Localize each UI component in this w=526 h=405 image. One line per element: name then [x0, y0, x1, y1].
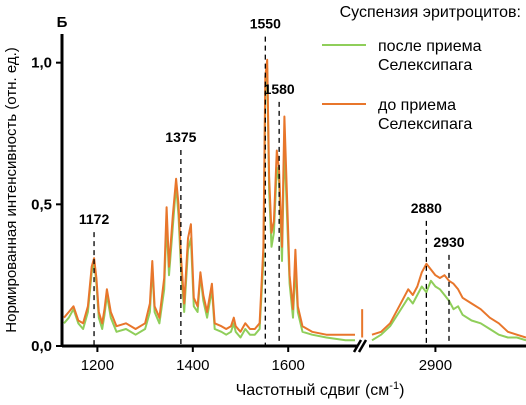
x-axis-label-text: Частотный сдвиг (см: [236, 382, 390, 399]
series-line-before: [63, 58, 355, 336]
peak-label: 2880: [411, 200, 442, 216]
x-axis-label-close: ): [399, 382, 404, 399]
axis-break-mark: [357, 339, 368, 353]
peak-label: 1375: [165, 129, 196, 145]
y-tick-label: 0,5: [31, 196, 52, 213]
panel-label: Б: [57, 14, 68, 31]
axis-break-mark: [352, 339, 363, 353]
y-axis-label: Нормированная интенсивность (отн. ед.): [3, 47, 20, 332]
legend-title: Суспензия эритроцитов:: [340, 4, 521, 21]
series-line-before: [371, 262, 526, 339]
x-tick-label: 1600: [272, 357, 305, 374]
legend-label-line: Селексипага: [378, 57, 472, 74]
legend-label-line: Селексипага: [378, 116, 472, 133]
peak-label: 1550: [250, 16, 281, 32]
x-axis-label: Частотный сдвиг (см-1): [236, 380, 405, 399]
legend-label-line: до приема: [378, 97, 456, 114]
peak-label: 2930: [433, 234, 464, 250]
plot-area: 0,0 0,5 1,0 1200 1400 1600 2900 1172 1375 1550 158…: [31, 16, 526, 374]
series-line-after: [371, 279, 526, 342]
legend-label-line: после приема: [378, 38, 482, 55]
x-tick-label: 1200: [81, 357, 114, 374]
peak-label: 1172: [79, 211, 110, 227]
x-tick-label: 2900: [419, 357, 452, 374]
legend-label-after: после приема Селексипага: [378, 38, 482, 74]
legend: Суспензия эритроцитов: после приема Селек…: [322, 4, 521, 133]
x-tick-label: 1400: [176, 357, 209, 374]
y-tick-label: 1,0: [31, 55, 52, 72]
legend-label-before: до приема Селексипага: [378, 97, 472, 133]
y-axis-label-group: Нормированная интенсивность (отн. ед.): [3, 47, 20, 332]
svg-text:Частотный сдвиг (см-1): Частотный сдвиг (см-1): [236, 380, 405, 399]
y-tick-label: 0,0: [31, 338, 52, 355]
peak-label: 1580: [264, 81, 295, 97]
x-axis-label-unit-exponent: -1: [389, 380, 399, 392]
